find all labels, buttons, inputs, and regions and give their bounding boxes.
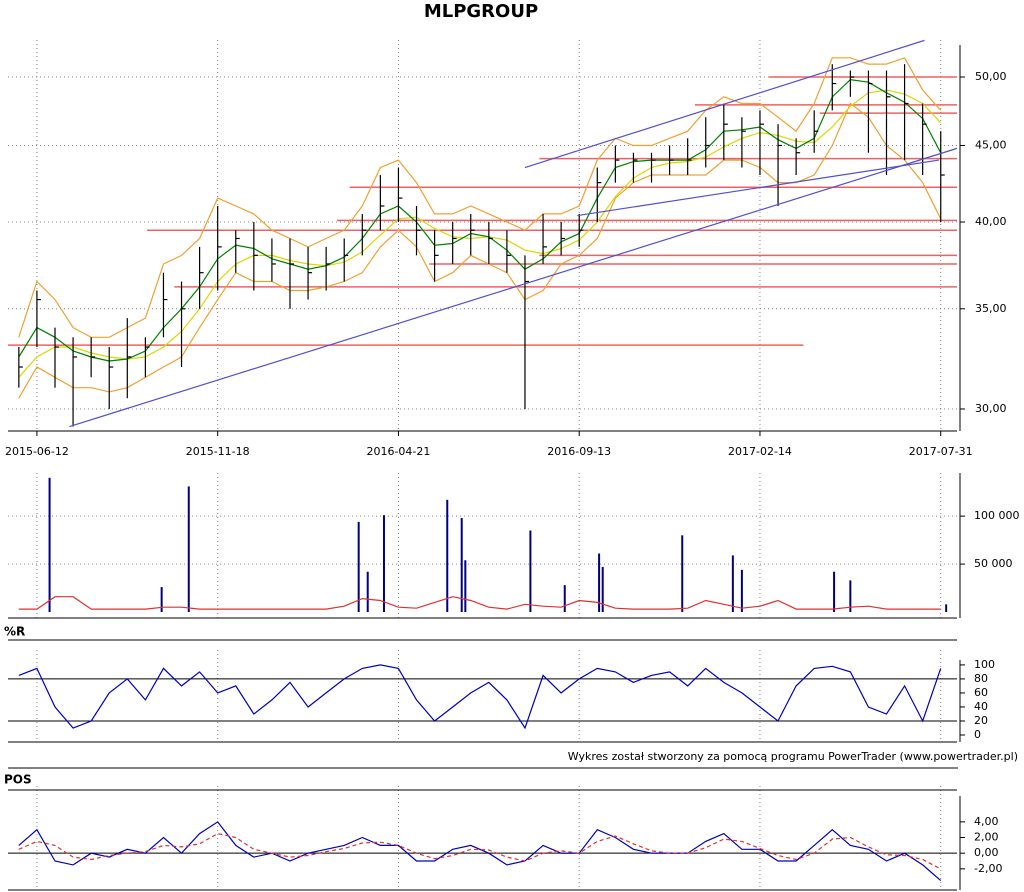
y-tick-label: 100 000: [974, 509, 1020, 522]
y-tick-label: 0,00: [974, 846, 999, 859]
volume-bar: [833, 571, 836, 612]
chart-title: POS: [4, 773, 32, 787]
x-tick-label: 2016-04-21: [366, 445, 430, 458]
y-tick-label: 2,00: [974, 831, 999, 844]
overlay-line: [18, 78, 942, 362]
footer-note: Wykres został stworzony za pomocą progra…: [568, 750, 1018, 763]
y-tick-label: 60: [974, 686, 988, 699]
x-tick-label: 2015-06-12: [5, 445, 69, 458]
volume-bar: [160, 587, 163, 612]
chart-title: %R: [4, 625, 25, 639]
volume-bar: [529, 530, 532, 612]
x-tick-label: 2016-09-13: [547, 445, 611, 458]
y-tick-label: 45,00: [975, 138, 1007, 151]
volume-bar: [357, 521, 360, 612]
y-tick-label: -2,00: [974, 862, 1002, 875]
volume-bar: [48, 477, 51, 612]
chart-title: MLPGROUP: [424, 1, 538, 22]
volume-bar: [460, 518, 463, 612]
volume-bar: [446, 499, 449, 612]
volume-bar: [382, 515, 385, 612]
overlay-line: [18, 89, 942, 378]
volume-bar: [187, 486, 190, 612]
y-tick-label: 30,00: [975, 402, 1007, 415]
y-tick-label: 100: [974, 658, 995, 671]
volume-bar: [681, 535, 684, 612]
trend-line: [524, 39, 925, 169]
y-tick-label: 80: [974, 672, 988, 685]
trend-line: [577, 159, 940, 217]
volume-bar: [945, 604, 948, 612]
volume-bar: [366, 571, 369, 612]
volume-bar: [601, 566, 604, 612]
y-tick-label: 40: [974, 700, 988, 713]
volume-bar: [731, 555, 734, 612]
trend-line: [69, 147, 958, 428]
overlay-line: [18, 102, 942, 399]
series-line: [18, 821, 942, 882]
volume-bar: [849, 580, 852, 612]
volume-average: [18, 596, 941, 610]
x-tick-label: 2017-02-14: [728, 445, 792, 458]
volume-bar: [563, 585, 566, 612]
volume-bar: [598, 553, 601, 612]
volume-bar: [740, 569, 743, 612]
series-line: [18, 832, 941, 870]
y-tick-label: 50 000: [974, 557, 1013, 570]
y-tick-label: 0: [974, 728, 981, 741]
y-tick-label: 50,00: [975, 70, 1007, 83]
y-tick-label: 40,00: [975, 215, 1007, 228]
x-tick-label: 2017-07-31: [909, 445, 973, 458]
y-tick-label: 35,00: [975, 302, 1007, 315]
y-tick-label: 4,00: [974, 815, 999, 828]
y-tick-label: 20: [974, 714, 988, 727]
overlay-line: [18, 57, 942, 338]
volume-bar: [464, 560, 467, 612]
series-line: [18, 664, 942, 730]
x-tick-label: 2015-11-18: [186, 445, 250, 458]
